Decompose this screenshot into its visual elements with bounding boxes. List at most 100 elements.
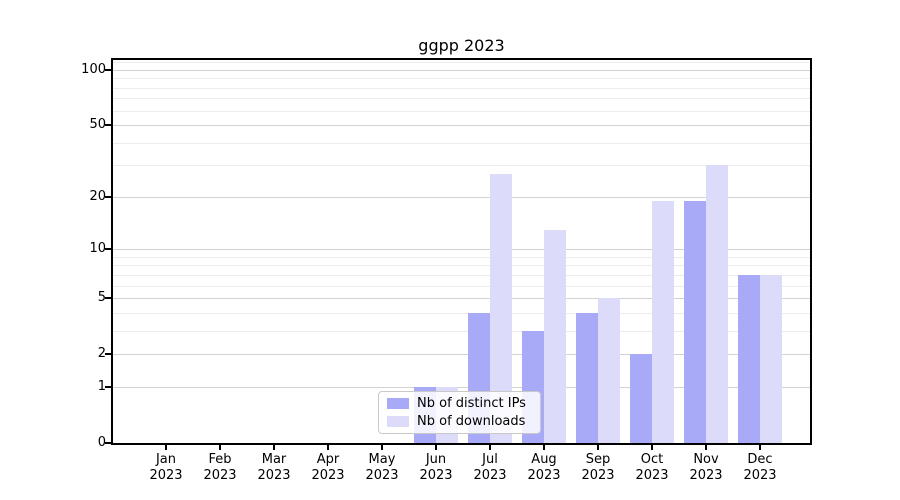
x-tick-may	[381, 445, 383, 450]
x-tick-year-apr: 2023	[311, 468, 345, 483]
y-tick-5	[105, 297, 111, 300]
y-tick-1	[105, 385, 111, 388]
legend: Nb of distinct IPs Nb of downloads	[378, 391, 541, 434]
x-tick-label-oct: Oct 2023	[625, 452, 679, 484]
x-tick-label-may: May 2023	[355, 452, 409, 484]
x-tick-label-apr: Apr 2023	[301, 452, 355, 484]
x-tick-year-jan: 2023	[149, 468, 183, 483]
y-tick-2	[105, 353, 111, 356]
bar-aug-downloads	[544, 229, 566, 443]
bar-nov-distinct-ips	[684, 200, 706, 443]
x-tick-month-jul: Jul	[482, 452, 498, 467]
x-tick-year-feb: 2023	[203, 468, 237, 483]
bar-dec-distinct-ips	[738, 274, 760, 443]
x-tick-label-feb: Feb 2023	[193, 452, 247, 484]
bar-dec-downloads	[760, 274, 782, 443]
x-tick-label-jun: Jun 2023	[409, 452, 463, 484]
y-tick-label-2: 2	[97, 346, 106, 362]
x-tick-oct	[651, 445, 653, 450]
x-tick-year-jun: 2023	[419, 468, 453, 483]
bar-nov-downloads	[706, 165, 728, 443]
bar-sep-downloads	[598, 298, 620, 443]
gridline-major-100	[113, 69, 810, 71]
y-tick-20	[105, 195, 111, 198]
legend-swatch-downloads	[387, 416, 409, 427]
x-tick-jan	[165, 445, 167, 450]
x-tick-month-aug: Aug	[531, 452, 557, 467]
x-tick-year-sep: 2023	[581, 468, 615, 483]
x-tick-jun	[435, 445, 437, 450]
x-tick-month-may: May	[368, 452, 396, 467]
bar-sep-distinct-ips	[576, 312, 598, 443]
x-tick-month-jan: Jan	[155, 452, 177, 467]
gridline-minor-40	[113, 142, 810, 144]
x-tick-sep	[597, 445, 599, 450]
x-tick-jul	[489, 445, 491, 450]
gridline-minor-110	[113, 62, 810, 64]
bar-oct-downloads	[652, 200, 674, 443]
x-tick-month-jun: Jun	[425, 452, 447, 467]
x-tick-month-dec: Dec	[747, 452, 773, 467]
x-tick-feb	[219, 445, 221, 450]
gridline-minor-80	[113, 87, 810, 89]
y-tick-label-50: 50	[89, 117, 106, 132]
x-tick-nov	[705, 445, 707, 450]
y-tick-0	[105, 442, 111, 444]
x-tick-year-jul: 2023	[473, 468, 507, 483]
x-tick-label-sep: Sep 2023	[571, 452, 625, 484]
x-tick-year-dec: 2023	[743, 468, 777, 483]
legend-label-downloads: Nb of downloads	[417, 414, 526, 429]
gridline-major-5	[113, 298, 810, 300]
y-tick-100	[105, 68, 111, 71]
y-tick-label-1: 1	[97, 378, 106, 394]
x-tick-month-apr: Apr	[316, 452, 340, 467]
x-tick-month-feb: Feb	[208, 452, 232, 467]
y-tick-50	[105, 124, 111, 126]
x-tick-label-nov: Nov 2023	[679, 452, 733, 484]
legend-item-distinct-ips: Nb of distinct IPs	[387, 396, 540, 411]
gridline-minor-8	[113, 265, 810, 267]
x-tick-month-oct: Oct	[640, 452, 664, 467]
x-tick-label-mar: Mar 2023	[247, 452, 301, 484]
legend-label-distinct-ips: Nb of distinct IPs	[417, 396, 526, 411]
x-tick-aug	[543, 445, 545, 450]
x-tick-label-dec: Dec 2023	[733, 452, 787, 484]
x-tick-label-jul: Jul 2023	[463, 452, 517, 484]
legend-item-downloads: Nb of downloads	[387, 414, 540, 429]
gridline-minor-70	[113, 98, 810, 100]
gridline-major-2	[113, 354, 810, 356]
x-tick-year-nov: 2023	[689, 468, 723, 483]
gridline-minor-7	[113, 274, 810, 276]
y-tick-label-0: 0	[97, 435, 106, 450]
x-tick-month-sep: Sep	[585, 452, 611, 467]
chart-title: ggpp 2023	[418, 36, 505, 55]
x-tick-year-oct: 2023	[635, 468, 669, 483]
legend-swatch-distinct-ips	[387, 398, 409, 409]
y-tick-label-20: 20	[89, 188, 106, 204]
gridline-major-20	[113, 196, 810, 198]
x-tick-year-aug: 2023	[527, 468, 561, 483]
gridline-minor-60	[113, 110, 810, 112]
gridline-minor-30	[113, 165, 810, 167]
gridline-major-10	[113, 249, 810, 251]
y-tick-label-10: 10	[89, 241, 106, 257]
x-tick-label-jan: Jan 2023	[139, 452, 193, 484]
y-tick-10	[105, 248, 111, 251]
x-tick-label-aug: Aug 2023	[517, 452, 571, 484]
bar-oct-distinct-ips	[630, 354, 652, 443]
y-tick-label-100: 100	[81, 61, 106, 77]
gridline-minor-4	[113, 312, 810, 314]
x-tick-mar	[273, 445, 275, 450]
gridline-minor-3	[113, 330, 810, 332]
gridline-major-1	[113, 386, 810, 388]
y-tick-label-5: 5	[97, 290, 106, 306]
gridline-minor-6	[113, 285, 810, 287]
x-tick-apr	[327, 445, 329, 450]
gridline-minor-90	[113, 78, 810, 80]
x-tick-dec	[759, 445, 761, 450]
gridline-major-50	[113, 125, 810, 126]
x-tick-month-nov: Nov	[693, 452, 719, 467]
x-tick-month-mar: Mar	[261, 452, 287, 467]
gridline-minor-9	[113, 256, 810, 258]
